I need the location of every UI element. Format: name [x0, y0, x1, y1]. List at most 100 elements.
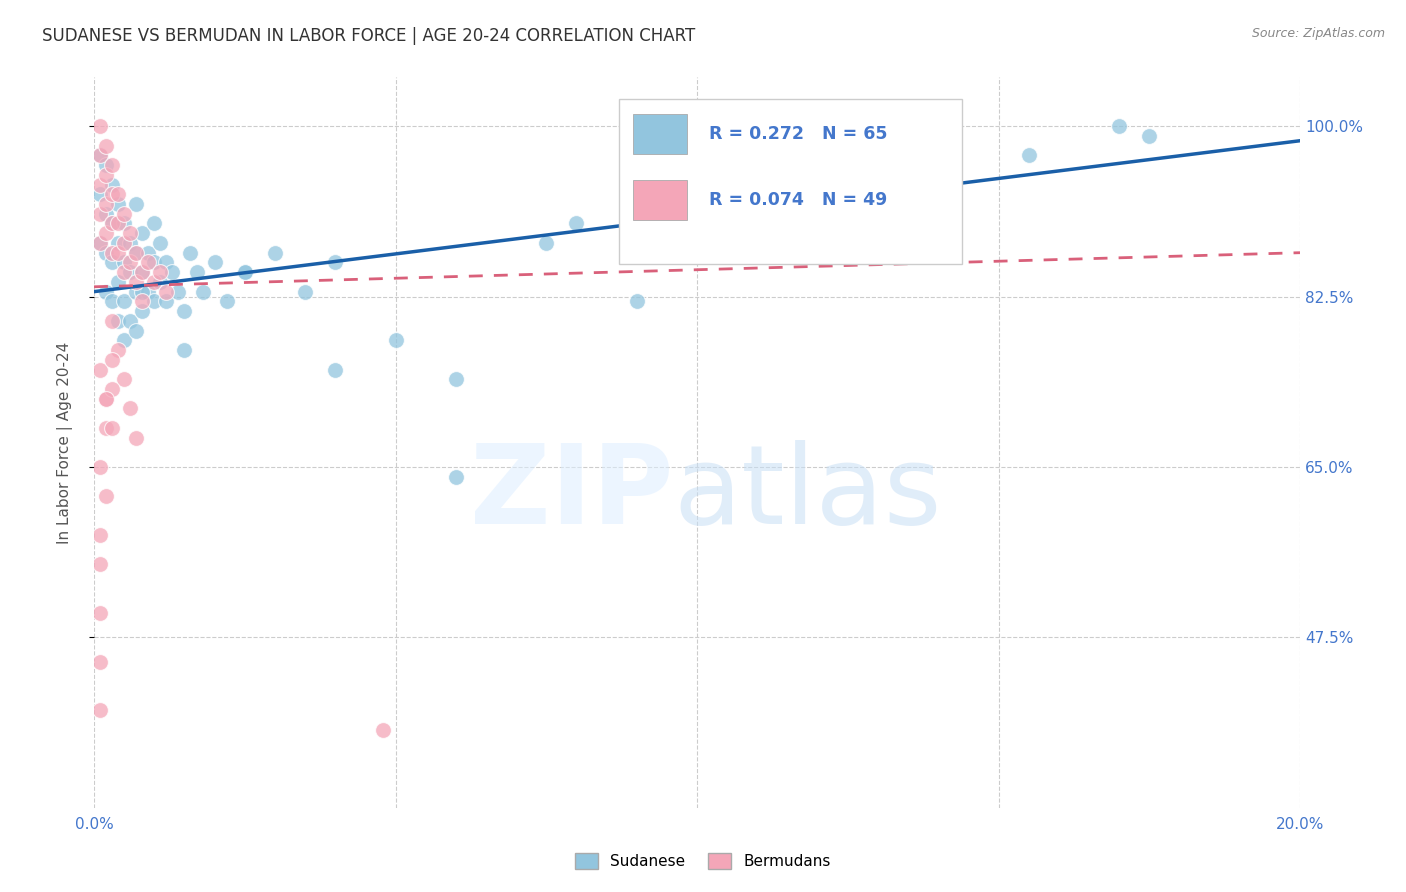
FancyBboxPatch shape — [619, 99, 962, 264]
Point — [125, 275, 148, 289]
Text: Source: ZipAtlas.com: Source: ZipAtlas.com — [1251, 27, 1385, 40]
Point — [120, 314, 142, 328]
Point — [89, 703, 111, 717]
Point — [89, 235, 111, 250]
Point — [101, 158, 124, 172]
Point — [89, 558, 111, 572]
Point — [94, 158, 117, 172]
Point — [149, 265, 172, 279]
Point — [323, 255, 346, 269]
Point — [89, 178, 111, 192]
Point — [747, 168, 769, 182]
Point — [120, 226, 142, 240]
Text: SUDANESE VS BERMUDAN IN LABOR FORCE | AGE 20-24 CORRELATION CHART: SUDANESE VS BERMUDAN IN LABOR FORCE | AG… — [42, 27, 696, 45]
Point — [112, 217, 135, 231]
Point — [233, 265, 256, 279]
Point — [94, 392, 117, 406]
Point — [94, 489, 117, 503]
Point — [444, 372, 467, 386]
Point — [112, 235, 135, 250]
Point — [101, 255, 124, 269]
Point — [131, 265, 153, 279]
Point — [373, 723, 395, 737]
FancyBboxPatch shape — [633, 179, 688, 219]
Point — [94, 245, 117, 260]
Point — [186, 265, 208, 279]
Point — [125, 197, 148, 211]
Point — [444, 469, 467, 483]
Point — [89, 187, 111, 202]
Point — [94, 285, 117, 299]
Point — [101, 421, 124, 435]
Text: ZIP: ZIP — [470, 440, 673, 547]
Point — [155, 294, 177, 309]
Point — [143, 275, 166, 289]
FancyBboxPatch shape — [633, 114, 688, 154]
Point — [179, 245, 201, 260]
Point — [125, 285, 148, 299]
Point — [136, 245, 159, 260]
Point — [866, 138, 889, 153]
Text: R = 0.272   N = 65: R = 0.272 N = 65 — [709, 126, 887, 144]
Point — [149, 275, 172, 289]
Point — [112, 334, 135, 348]
Point — [1018, 148, 1040, 162]
Point — [89, 362, 111, 376]
Point — [107, 343, 129, 357]
Point — [89, 606, 111, 620]
Text: R = 0.074   N = 49: R = 0.074 N = 49 — [709, 191, 887, 209]
Point — [89, 459, 111, 474]
Point — [626, 294, 648, 309]
Point — [89, 119, 111, 133]
Point — [155, 285, 177, 299]
Point — [384, 334, 406, 348]
Point — [101, 294, 124, 309]
Point — [162, 265, 184, 279]
Point — [131, 226, 153, 240]
Point — [143, 255, 166, 269]
Point — [94, 138, 117, 153]
Point — [101, 314, 124, 328]
Point — [107, 217, 129, 231]
Point — [107, 245, 129, 260]
Point — [107, 314, 129, 328]
Point — [191, 285, 214, 299]
Point — [294, 285, 316, 299]
Point — [112, 207, 135, 221]
Point — [125, 431, 148, 445]
Point — [89, 235, 111, 250]
Point — [1108, 119, 1130, 133]
Point — [107, 197, 129, 211]
Point — [136, 255, 159, 269]
Point — [173, 343, 195, 357]
Point — [131, 265, 153, 279]
Point — [101, 217, 124, 231]
Point — [155, 255, 177, 269]
Point — [167, 285, 190, 299]
Y-axis label: In Labor Force | Age 20-24: In Labor Force | Age 20-24 — [58, 342, 73, 544]
Point — [112, 372, 135, 386]
Point — [131, 285, 153, 299]
Point — [215, 294, 238, 309]
Point — [89, 207, 111, 221]
Legend: Sudanese, Bermudans: Sudanese, Bermudans — [569, 847, 837, 875]
Point — [264, 245, 287, 260]
Point — [125, 324, 148, 338]
Point — [101, 382, 124, 396]
Point — [120, 265, 142, 279]
Point — [94, 392, 117, 406]
Point — [89, 148, 111, 162]
Point — [107, 235, 129, 250]
Point — [565, 217, 588, 231]
Point — [101, 187, 124, 202]
Point — [173, 304, 195, 318]
Point — [101, 352, 124, 367]
Point — [233, 265, 256, 279]
Point — [323, 362, 346, 376]
Point — [204, 255, 226, 269]
Point — [101, 245, 124, 260]
Point — [125, 245, 148, 260]
Point — [94, 226, 117, 240]
Point — [136, 285, 159, 299]
Point — [120, 401, 142, 416]
